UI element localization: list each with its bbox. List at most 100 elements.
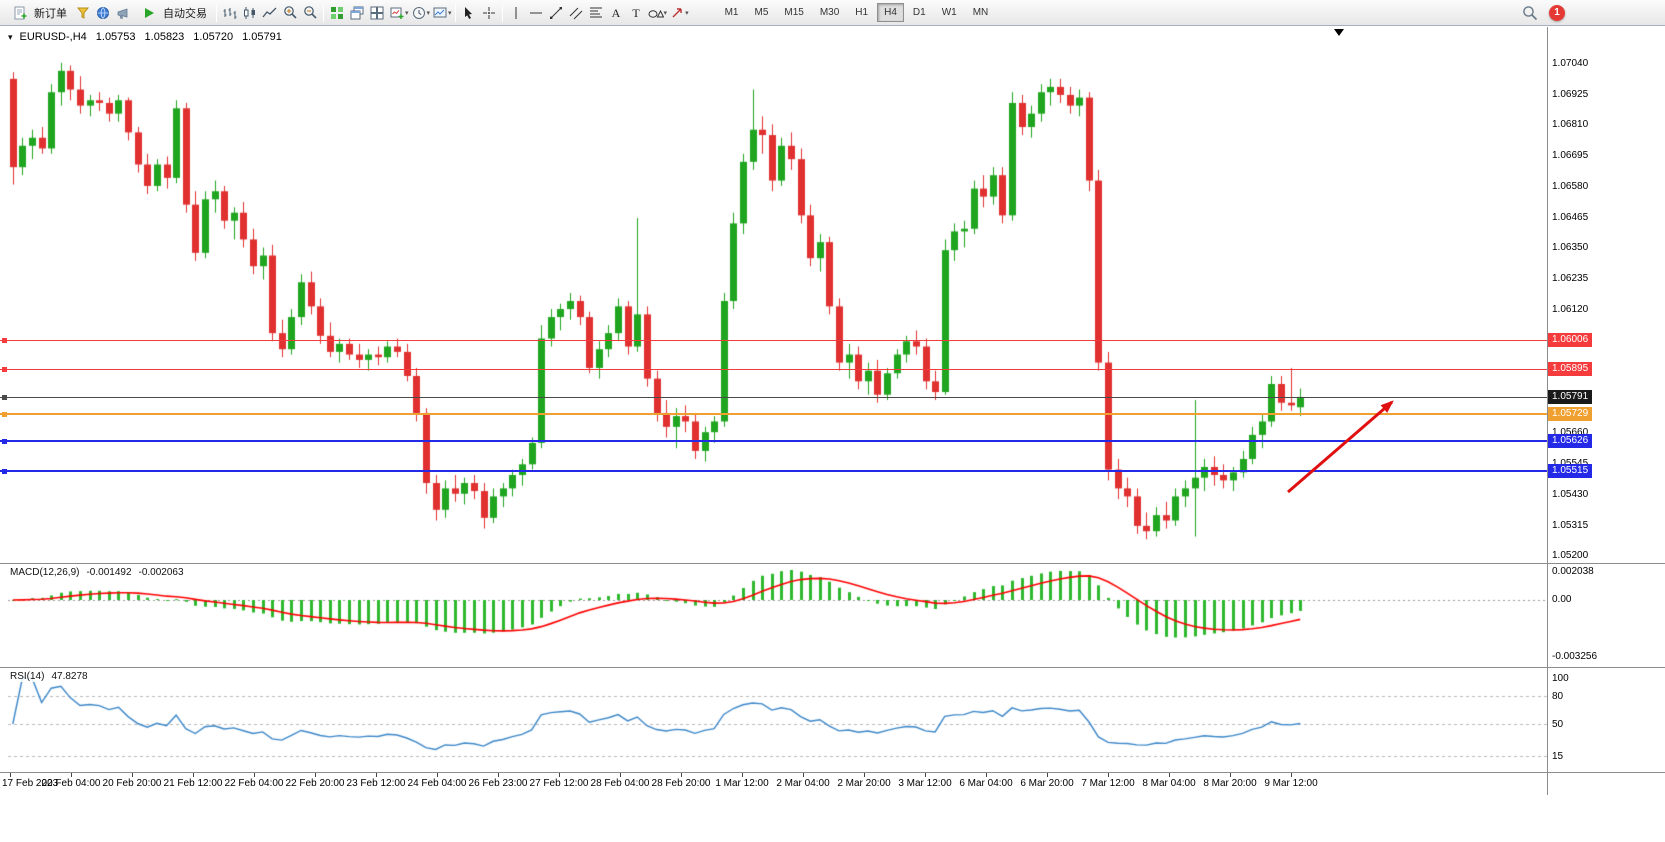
new-order-button[interactable]: 新订单 <box>4 2 73 24</box>
horizontal-line-1.05626[interactable] <box>0 439 1547 444</box>
price-badge-support-upper: 1.05626 <box>1548 434 1593 448</box>
panel-splitter-rsi[interactable] <box>0 667 1665 668</box>
time-axis-label: 26 Feb 23:00 <box>468 778 528 789</box>
time-axis-label: 3 Mar 12:00 <box>898 778 952 789</box>
time-axis-label: 2 Mar 20:00 <box>837 778 891 789</box>
megaphone-icon[interactable] <box>113 3 133 23</box>
zoom-out-icon[interactable] <box>300 3 320 23</box>
timeframe-w1[interactable]: W1 <box>941 7 957 18</box>
time-tick <box>1169 773 1170 777</box>
price-axis-label: 1.06695 <box>1552 150 1589 161</box>
cascade-windows-icon[interactable] <box>347 3 367 23</box>
time-axis-label: 21 Feb 12:00 <box>163 778 223 789</box>
toolbar-separator <box>216 3 217 22</box>
horizontal-line-1.06006[interactable] <box>0 338 1547 343</box>
price-badge-support-lower: 1.05515 <box>1548 464 1593 478</box>
open-value: 1.05753 <box>95 31 136 43</box>
vertical-line-icon[interactable] <box>506 3 526 23</box>
clock-caret-icon[interactable]: ▾ <box>426 9 431 17</box>
fibonacci-icon[interactable] <box>586 3 606 23</box>
price-axis-border <box>1547 27 1548 795</box>
search-icon[interactable] <box>1520 3 1540 23</box>
cursor-icon[interactable] <box>459 3 479 23</box>
text-label-icon[interactable]: T <box>626 3 646 23</box>
line-handle[interactable] <box>2 412 7 417</box>
price-axis-label: 1.06120 <box>1552 304 1589 315</box>
horizontal-line-icon[interactable] <box>526 3 546 23</box>
rsi-indicator-label: RSI(14) 47.8278 <box>8 671 90 682</box>
trendline-icon[interactable] <box>546 3 566 23</box>
metaeditor-icon[interactable] <box>73 3 93 23</box>
arrow-tool-caret-icon[interactable]: ▾ <box>685 9 689 17</box>
tile-grid-icon[interactable] <box>327 3 347 23</box>
time-tick <box>376 773 377 777</box>
rsi-axis-label: 50 <box>1552 719 1564 730</box>
horizontal-line-1.05791[interactable] <box>0 395 1547 400</box>
new-order-icon <box>10 3 30 23</box>
timeframe-m5[interactable]: M5 <box>754 7 769 18</box>
time-tick <box>559 773 560 777</box>
price-axis-label: 1.05660 <box>1552 427 1589 438</box>
time-tick <box>1108 773 1109 777</box>
time-axis-label: 22 Feb 20:00 <box>285 778 345 789</box>
price-axis[interactable]: 1.07040 1.06925 1.06810 1.06695 1.06580 1.064… <box>1548 0 1665 842</box>
price-axis-label: 1.06350 <box>1552 242 1589 253</box>
text-icon[interactable]: A <box>606 3 626 23</box>
time-axis-label: 23 Feb 12:00 <box>346 778 406 789</box>
toolbar: 新订单 自动交易 <box>0 0 1665 26</box>
price-axis-label: 1.05545 <box>1552 458 1588 469</box>
time-tick <box>254 773 255 777</box>
auto-trading-button[interactable]: 自动交易 <box>133 2 213 24</box>
shapes-icon[interactable] <box>646 3 666 23</box>
new-chart-icon[interactable] <box>387 3 407 23</box>
time-tick <box>1291 773 1292 777</box>
globe-icon[interactable] <box>93 3 113 23</box>
timeframe-m15[interactable]: M15 <box>784 7 804 18</box>
chart-shift-marker[interactable] <box>1334 29 1344 36</box>
notification-badge[interactable]: 1 <box>1549 4 1565 21</box>
time-tick <box>132 773 133 777</box>
zoom-in-icon[interactable] <box>280 3 300 23</box>
chart-snapshot-icon[interactable] <box>430 3 450 23</box>
macd-value: -0.001492 <box>86 567 132 578</box>
timeframe-d1[interactable]: D1 <box>912 7 926 18</box>
play-icon <box>139 3 159 23</box>
new-chart-caret-icon[interactable]: ▾ <box>405 9 409 17</box>
timeframe-mn[interactable]: MN <box>972 7 989 18</box>
timeframe-h1[interactable]: H1 <box>855 7 869 18</box>
timeframe-m1[interactable]: M1 <box>724 7 739 18</box>
time-axis-label: 6 Mar 20:00 <box>1020 778 1074 789</box>
line-handle[interactable] <box>2 469 7 474</box>
channel-icon[interactable] <box>566 3 586 23</box>
clock-icon[interactable] <box>409 3 429 23</box>
time-tick <box>864 773 865 777</box>
svg-text:A: A <box>611 6 620 20</box>
arrow-tool-icon[interactable] <box>667 3 687 23</box>
line-chart-icon[interactable] <box>260 3 280 23</box>
chart-snapshot-caret-icon[interactable]: ▾ <box>448 9 452 17</box>
horizontal-line-1.05895[interactable] <box>0 367 1547 372</box>
line-handle[interactable] <box>2 367 7 372</box>
time-axis[interactable]: 17 Feb 2023 20 Feb 04:00 20 Feb 20:00 21 Fe… <box>0 772 1547 796</box>
line-handle[interactable] <box>2 338 7 343</box>
line-handle[interactable] <box>2 439 7 444</box>
horizontal-line-1.05515[interactable] <box>0 469 1547 474</box>
timeframe-h4[interactable]: H4 <box>877 3 904 22</box>
candlestick-chart-icon[interactable] <box>240 3 260 23</box>
crosshair-icon[interactable] <box>479 3 499 23</box>
price-axis-label: 1.07040 <box>1552 58 1589 69</box>
time-axis-label: 28 Feb 20:00 <box>651 778 711 789</box>
tile-windows-icon[interactable] <box>367 3 387 23</box>
shapes-caret-icon[interactable]: ▾ <box>663 9 668 17</box>
svg-text:T: T <box>632 6 640 20</box>
time-tick <box>71 773 72 777</box>
panel-splitter-macd[interactable] <box>0 563 1665 564</box>
horizontal-line-1.05729[interactable] <box>0 412 1547 417</box>
time-axis-label: 27 Feb 12:00 <box>529 778 589 789</box>
line-handle[interactable] <box>2 395 7 400</box>
timeframe-m30[interactable]: M30 <box>819 7 840 18</box>
bar-chart-icon[interactable] <box>220 3 240 23</box>
one-click-trading-toggle[interactable]: ▾ <box>8 31 13 42</box>
low-value: 1.05720 <box>193 31 234 43</box>
